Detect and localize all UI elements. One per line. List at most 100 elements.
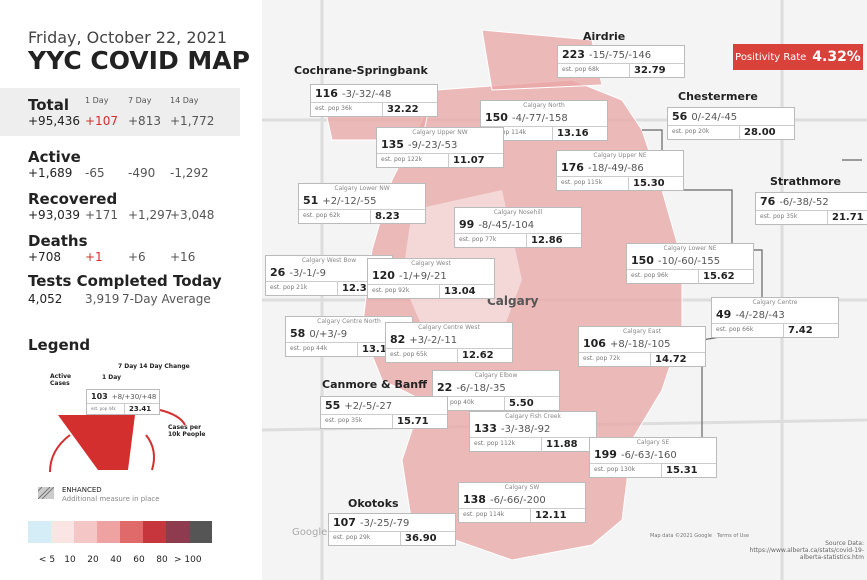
region-box: Calgary SE 199 -6/-63/-160 est. pop 130k 15.…	[589, 437, 717, 478]
region-top: 135 -9/-23/-53	[377, 136, 503, 153]
region-name: Calgary Upper NE	[593, 152, 647, 159]
region-name: Strathmore	[770, 175, 842, 188]
region-change: -10/-60/-155	[657, 256, 721, 267]
attribution: Map data ©2021 Google	[650, 532, 712, 539]
region-top: 120 -1/+9/-21	[368, 267, 494, 284]
region-change: -6/-38/-52	[779, 197, 829, 208]
region-box: Calgary East 106 +8/-18/-105 est. pop 72k 14…	[578, 326, 706, 367]
region-bottom: est. pop 36k 32.22	[311, 102, 437, 116]
region-change: +8/-18/-105	[609, 339, 671, 350]
region-pop: est. pop 122k	[377, 154, 449, 167]
region-pop: est. pop 35k	[321, 415, 393, 428]
region-active: 26	[270, 266, 286, 279]
region-rate: 5.50	[509, 398, 534, 409]
region-top: 55 +2/-5/-27	[321, 397, 447, 414]
region-bottom: est. pop 112k 11.88	[470, 437, 596, 451]
example-active: 103	[91, 392, 108, 401]
region-bottom: est. pop 115k 15.30	[557, 176, 683, 190]
region-top: 116 -3/-32/-48	[311, 85, 437, 102]
region-bottom: est. pop 66k 7.42	[712, 323, 838, 337]
tests-label: Tests Completed Today	[28, 272, 222, 290]
region-rate: 7.42	[788, 325, 813, 336]
region-pop: est. pop 115k	[557, 177, 629, 190]
region-name: Calgary Fish Creek	[505, 413, 561, 420]
region-box: Calgary Upper NW 135 -9/-23/-53 est. pop 12…	[376, 127, 504, 168]
region-name: Calgary Elbow	[474, 372, 518, 379]
region-bottom: est. pop 35k 21.71	[756, 210, 867, 224]
region-active: 76	[760, 195, 776, 208]
region-active: 150	[485, 111, 508, 124]
stat-change: +171	[85, 208, 118, 222]
scale-label: 80	[156, 555, 168, 565]
region-rate: 11.88	[546, 439, 578, 450]
region-change: +3/-2/-11	[409, 335, 458, 346]
region-bottom: est. pop 114k 12.11	[459, 508, 585, 522]
stat-change: -490	[128, 166, 156, 180]
tests-average-label: 7-Day Average	[122, 292, 211, 306]
region-name: Calgary East	[623, 328, 661, 335]
region-name: Calgary North	[523, 102, 565, 109]
terms: Terms of Use	[716, 533, 749, 539]
region-top: 133 -3/-38/-92	[470, 420, 596, 437]
region-rate: 32.22	[387, 104, 419, 115]
positivity: Positivity Rate 4.32%	[733, 44, 863, 70]
stat-change: +1	[85, 250, 103, 264]
region-bottom: est. pop 40k 5.50	[433, 396, 559, 410]
column-header: 7 Day	[128, 96, 152, 105]
region-change: -3/-38/-92	[500, 424, 551, 435]
region-rate: 14.72	[655, 354, 687, 365]
region-change: -6/-63/-160	[620, 450, 677, 461]
region-name: Calgary Lower NW	[334, 185, 390, 192]
region-rate: 15.71	[397, 416, 429, 427]
column-header: 14 Day	[170, 96, 199, 105]
region-name: Calgary Lower NE	[663, 245, 717, 252]
region-top: 58 0/+3/-9	[286, 325, 412, 342]
region-change: -3/-1/-9	[289, 268, 326, 279]
region-pop: est. pop 29k	[329, 532, 401, 545]
region-active: 49	[716, 308, 732, 321]
total-bg	[0, 88, 240, 136]
region-bottom: est. pop 20k 28.00	[668, 125, 794, 139]
stat-change: +1,297	[128, 208, 173, 222]
scale-label: > 100	[174, 555, 202, 565]
stat-change: +813	[128, 114, 161, 128]
enhanced: ENHANCED	[62, 486, 102, 494]
region-box: Calgary Lower NW 51 +2/-12/-55 est. pop 62k…	[298, 183, 426, 224]
region-rate: 21.71	[832, 212, 864, 223]
region-bottom: est. pop 65k 12.62	[386, 348, 512, 362]
city-label: Calgary	[487, 294, 539, 308]
region-box: 76 -6/-38/-52 est. pop 35k 21.71	[755, 192, 867, 225]
date: Friday, October 22, 2021	[28, 28, 228, 47]
region-active: 22	[437, 381, 453, 394]
region-pop: est. pop 96k	[627, 270, 699, 283]
region-active: 99	[459, 218, 475, 231]
region-bottom: est. pop 21k 12.38	[266, 281, 392, 295]
stat-value: +708	[28, 250, 61, 264]
stat-change: +1,772	[170, 114, 215, 128]
scale-swatch	[143, 521, 166, 543]
hatch	[38, 487, 54, 499]
region-name: Cochrane-Springbank	[294, 64, 428, 77]
region-top: 106 +8/-18/-105	[579, 335, 705, 352]
column-header: 1 Day	[85, 96, 109, 105]
region-rate: 15.62	[703, 271, 735, 282]
region-active: 176	[561, 161, 584, 174]
region-box: Calgary Centre West 82 +3/-2/-11 est. pop 6…	[385, 322, 513, 363]
scale-swatch	[120, 521, 143, 543]
region-box: Calgary West 120 -1/+9/-21 est. pop 92k 13.0…	[367, 258, 495, 299]
region-box: Calgary Elbow 22 -6/-18/-35 est. pop 40k 5.5…	[432, 370, 560, 411]
region-name: Calgary SW	[504, 484, 540, 491]
region-change: +2/-12/-55	[322, 196, 377, 207]
region-active: 107	[333, 516, 356, 529]
region-pop: est. pop 21k	[266, 282, 338, 295]
region-top: 22 -6/-18/-35	[433, 379, 559, 396]
region-pop: est. pop 44k	[286, 343, 358, 356]
region-name: Airdrie	[583, 30, 626, 43]
region-bottom: est. pop 114k 13.16	[481, 126, 607, 140]
region-active: 51	[303, 194, 319, 207]
region-active: 58	[290, 327, 306, 340]
region-pop: est. pop 72k	[579, 353, 651, 366]
region-pop: est. pop 130k	[590, 464, 662, 477]
stat-value: +95,436	[28, 114, 81, 128]
